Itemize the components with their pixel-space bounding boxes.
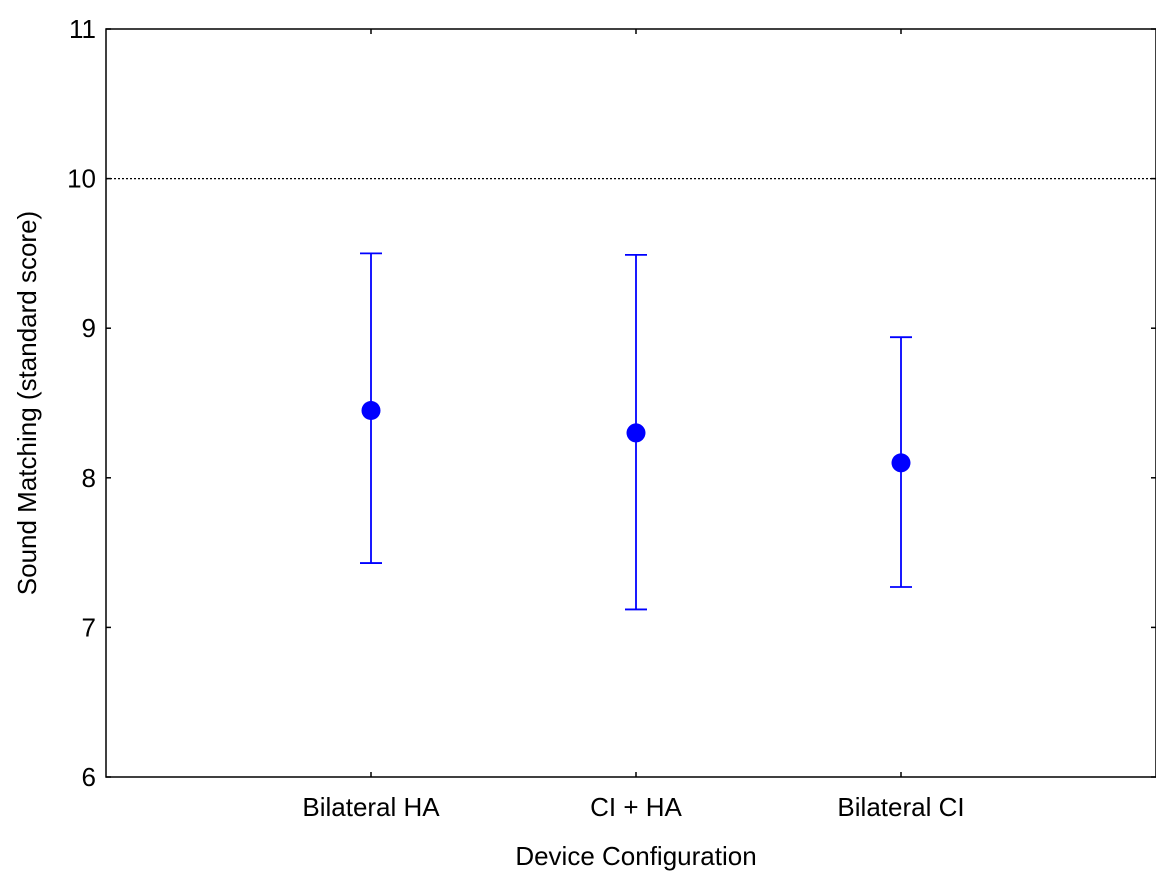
x-tick-label: CI + HA [590,792,682,822]
x-tick-label: Bilateral CI [837,792,964,822]
series-markers [360,252,912,611]
y-tick-label: 11 [69,14,96,44]
data-point [361,400,381,420]
data-point [891,453,911,473]
y-axis-ticks: 6 7 8 9 10 11 [67,14,1156,792]
y-tick-label: 10 [67,164,96,194]
y-tick-label: 6 [82,762,96,792]
x-axis-ticks: Bilateral HA CI + HA Bilateral CI [302,29,965,822]
y-tick-label: 7 [82,612,96,642]
y-tick-label: 8 [82,463,96,493]
plot-area-border [105,28,1156,778]
y-tick-label: 9 [82,313,96,343]
x-axis-title: Device Configuration [515,841,756,871]
x-tick-label: Bilateral HA [302,792,440,822]
data-point [626,423,646,443]
y-axis-title: Sound Matching (standard score) [12,211,42,595]
